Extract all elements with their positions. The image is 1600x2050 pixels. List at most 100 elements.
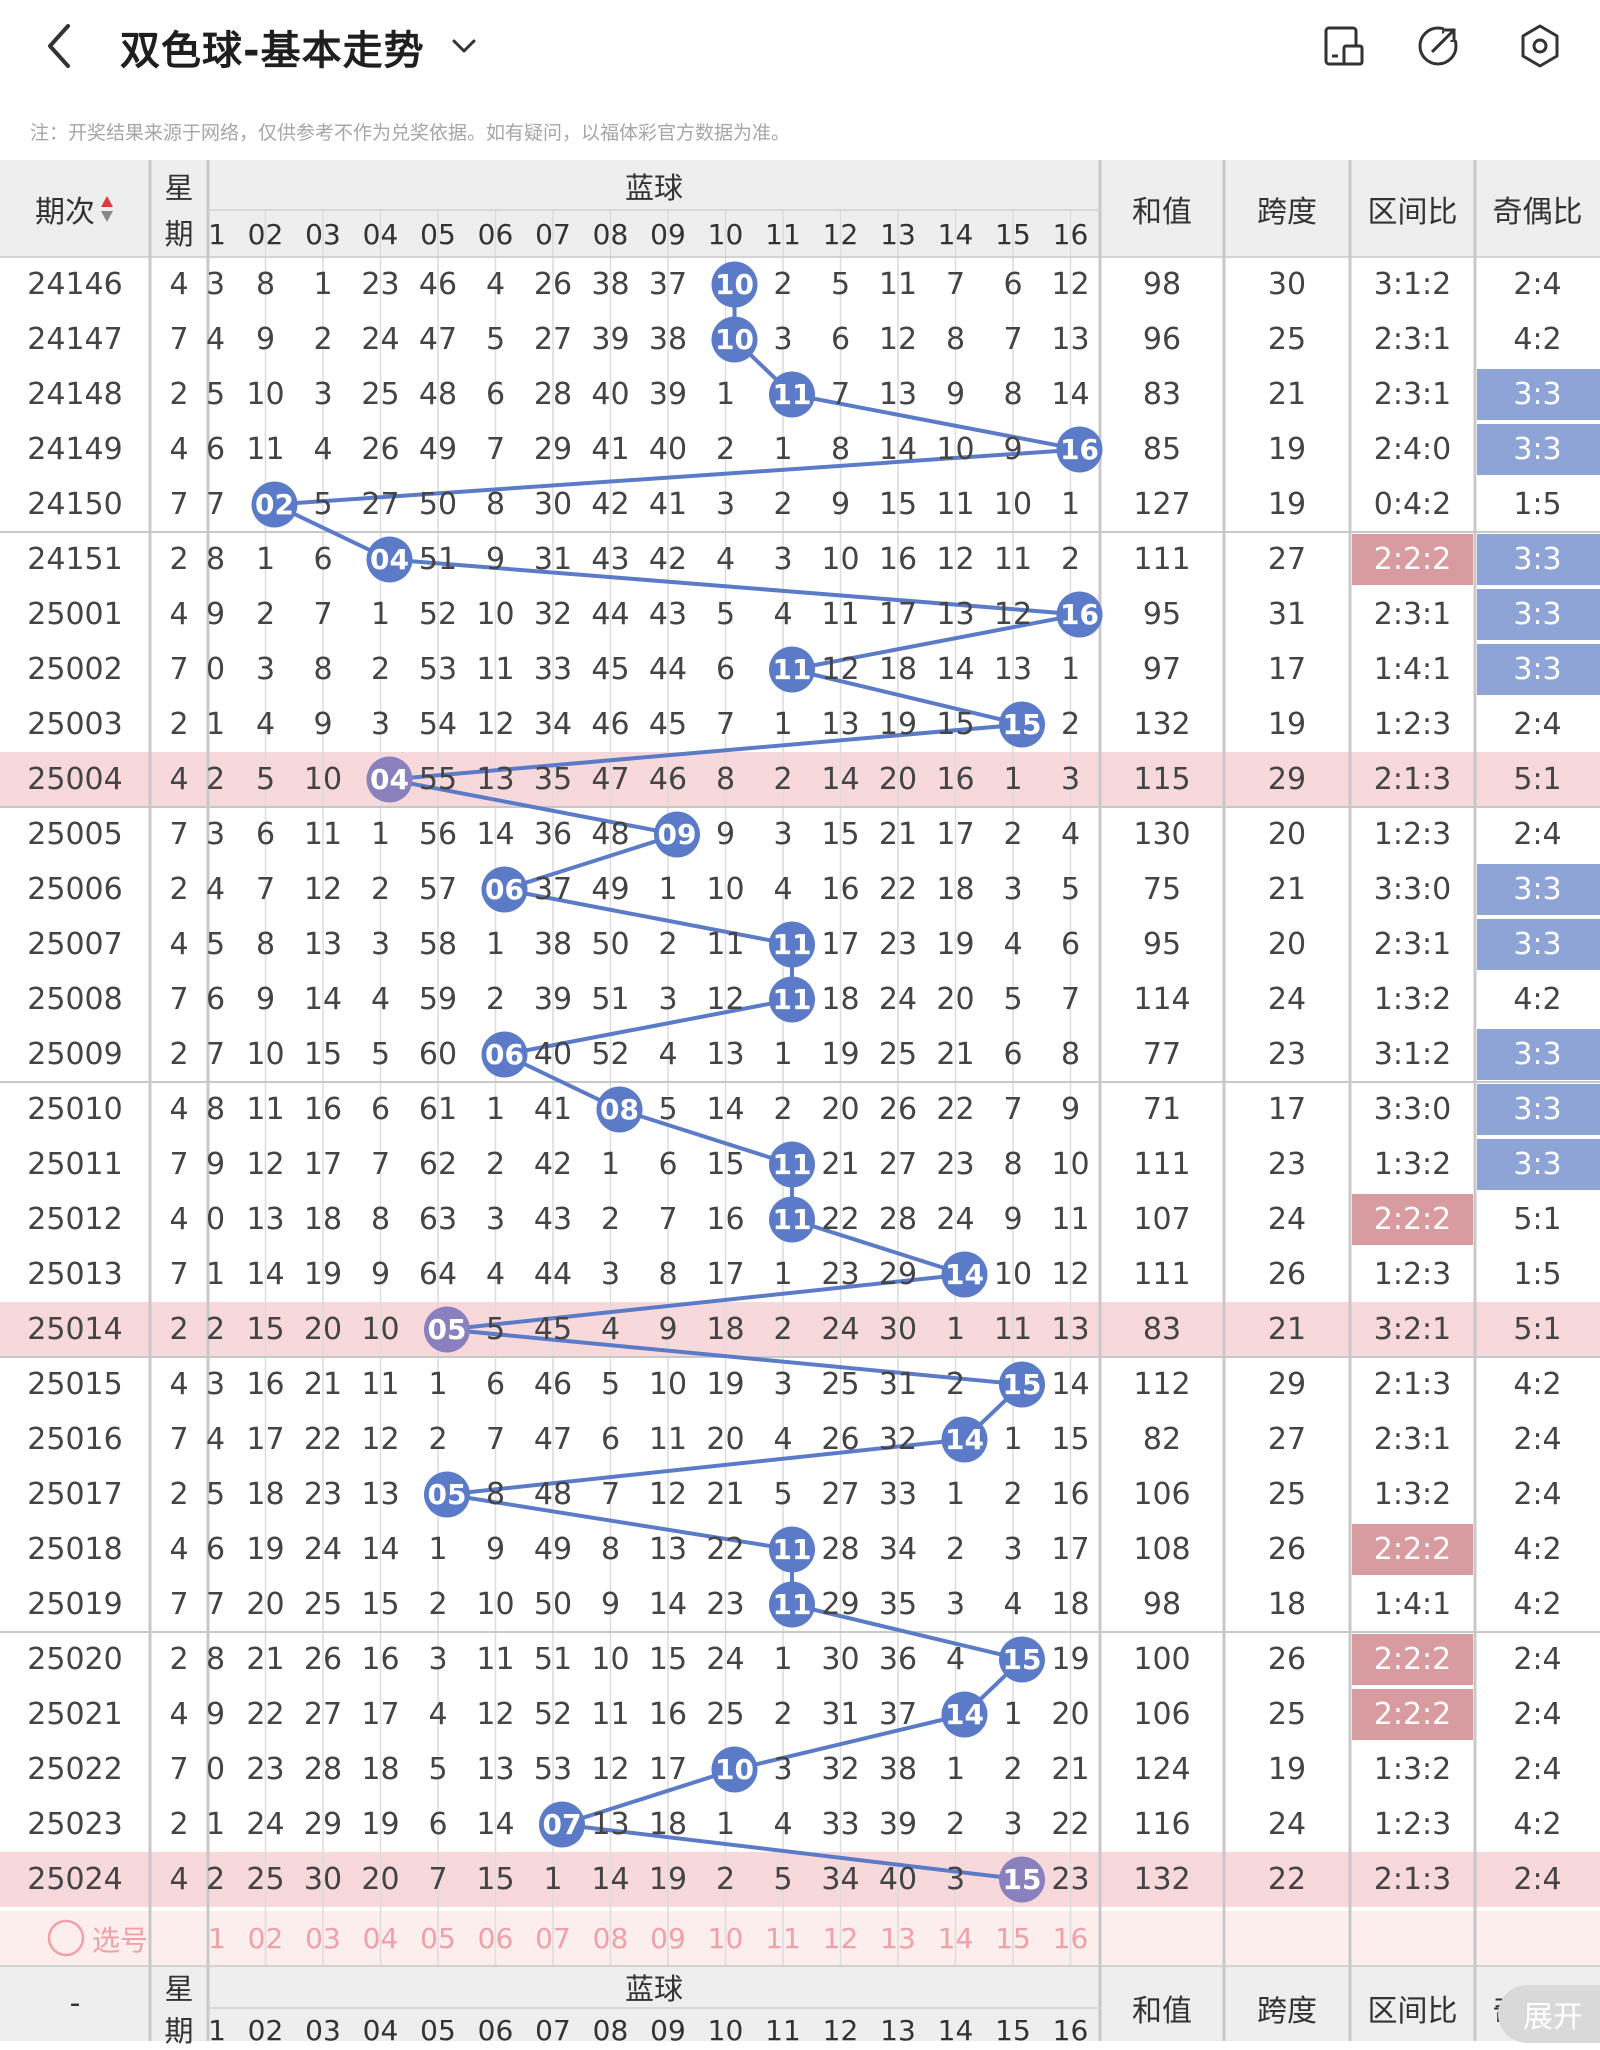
- select-number-button[interactable]: 15: [995, 1922, 1031, 1955]
- blue-miss-cell: 12: [1051, 1257, 1090, 1292]
- select-number-button[interactable]: 16: [1052, 1922, 1089, 1955]
- odd-even-cell: 3:3: [1513, 542, 1562, 577]
- blue-miss-cell: 22: [878, 872, 918, 907]
- select-number-button[interactable]: 13: [880, 1922, 916, 1955]
- blue-miss-cell: 1: [600, 1147, 621, 1182]
- blue-miss-cell: 9: [658, 1312, 678, 1347]
- select-number-button[interactable]: 04: [362, 1922, 399, 1955]
- chevron-down-icon[interactable]: [448, 30, 480, 62]
- week-cell: 4: [169, 1697, 189, 1732]
- blue-miss-cell: 29: [303, 1807, 343, 1842]
- select-number-button[interactable]: 12: [822, 1922, 859, 1955]
- col-header-span: 跨度: [1257, 194, 1317, 230]
- blue-miss-cell: 48: [533, 1477, 573, 1512]
- back-icon[interactable]: [38, 18, 82, 74]
- select-number-button[interactable]: 11: [765, 1922, 801, 1955]
- zone-highlight: [1352, 534, 1473, 585]
- blue-miss-cell: 14: [878, 432, 918, 467]
- blue-ball-number: 14: [945, 1698, 984, 1731]
- week-cell: 4: [169, 1202, 189, 1237]
- blue-miss-cell: 10: [993, 487, 1033, 522]
- blue-miss-cell: 52: [418, 597, 458, 632]
- settings-icon[interactable]: [1516, 22, 1564, 70]
- blue-miss-cell: 26: [303, 1642, 343, 1677]
- blue-miss-cell: 5: [370, 1037, 391, 1072]
- blue-miss-cell: 13: [706, 1037, 745, 1072]
- blue-miss-cell: 12: [476, 1697, 515, 1732]
- select-number-button[interactable]: 14: [937, 1922, 974, 1955]
- blue-ball-number: 08: [600, 1093, 639, 1126]
- odd-even-cell: 1:5: [1513, 487, 1562, 522]
- col-header-period[interactable]: 期次: [0, 160, 150, 257]
- blue-miss-cell: 6: [658, 1147, 678, 1182]
- span-cell: 19: [1267, 1752, 1307, 1787]
- blue-miss-cell: 9: [313, 707, 333, 742]
- select-number-button[interactable]: 07: [535, 1922, 571, 1955]
- select-number-button[interactable]: 10: [707, 1922, 744, 1955]
- blue-miss-cell: 4: [773, 597, 793, 632]
- expand-button[interactable]: 展开: [1498, 1985, 1600, 2043]
- sum-cell: 111: [1133, 1257, 1191, 1292]
- blue-miss-cell: 9: [206, 1697, 226, 1732]
- blue-miss-cell: 12: [246, 1147, 285, 1182]
- blue-ball-number: 14: [945, 1258, 984, 1291]
- blue-miss-cell: 39: [648, 377, 688, 412]
- blue-miss-cell: 1: [543, 1862, 563, 1897]
- blue-miss-cell: 46: [418, 267, 458, 302]
- blue-miss-cell: 6: [485, 377, 506, 412]
- blue-miss-cell: 38: [878, 1752, 918, 1787]
- blue-miss-cell: 12: [303, 872, 343, 907]
- blue-miss-cell: 3: [485, 1202, 506, 1237]
- blue-miss-cell: 14: [821, 762, 860, 797]
- blue-miss-cell: 19: [821, 1037, 860, 1072]
- page-title: 双色球-基本走势: [120, 28, 425, 74]
- blue-miss-cell: 33: [821, 1807, 860, 1842]
- blue-miss-cell: 11: [591, 1697, 630, 1732]
- blue-miss-cell: 22: [1051, 1807, 1090, 1842]
- blue-miss-cell: 4: [773, 1807, 793, 1842]
- period-cell: 25014: [27, 1312, 123, 1347]
- select-number-button[interactable]: 05: [420, 1922, 456, 1955]
- blue-miss-cell: 8: [485, 1477, 506, 1512]
- blue-ball-number: 11: [772, 653, 812, 686]
- blue-miss-cell: 17: [246, 1422, 285, 1457]
- sum-cell: 106: [1133, 1477, 1191, 1512]
- select-label[interactable]: 选号: [92, 1923, 149, 1957]
- odd-even-cell: 3:3: [1513, 872, 1562, 907]
- blue-miss-cell: 23: [246, 1752, 285, 1787]
- span-cell: 21: [1267, 872, 1307, 907]
- blue-miss-cell: 27: [533, 322, 573, 357]
- select-radio-icon[interactable]: [47, 1919, 85, 1957]
- week-cell: 2: [169, 1312, 189, 1347]
- sum-cell: 75: [1142, 872, 1182, 907]
- bottom-week-top: 星: [164, 1972, 194, 2006]
- blue-miss-cell: 14: [476, 1807, 515, 1842]
- select-number-button[interactable]: 09: [650, 1922, 686, 1955]
- blue-miss-cell: 8: [206, 1092, 226, 1127]
- select-number-button[interactable]: 08: [592, 1922, 629, 1955]
- blue-miss-cell: 3: [773, 542, 793, 577]
- blue-miss-cell: 2: [255, 597, 276, 632]
- span-cell: 27: [1267, 1422, 1307, 1457]
- sort-icon[interactable]: [99, 194, 115, 224]
- select-number-button[interactable]: 03: [305, 1922, 341, 1955]
- select-number-button[interactable]: 02: [247, 1922, 284, 1955]
- blue-miss-cell: 6: [313, 542, 333, 577]
- select-number-button[interactable]: 06: [477, 1922, 514, 1955]
- display-toggle-icon[interactable]: [1320, 22, 1368, 70]
- blue-miss-cell: 1: [206, 1807, 226, 1842]
- bottom-blue-number-header: 12: [822, 2013, 859, 2047]
- share-icon[interactable]: [1414, 22, 1462, 70]
- zone-cell: 2:3:1: [1373, 322, 1452, 357]
- blue-miss-cell: 18: [303, 1202, 343, 1237]
- col-header-zone: 区间比: [1367, 194, 1458, 230]
- zone-cell: 1:3:2: [1373, 1477, 1452, 1512]
- zone-cell: 1:3:2: [1373, 1752, 1452, 1787]
- zone-cell: 2:1:3: [1373, 762, 1452, 797]
- odd-even-cell: 3:3: [1513, 1092, 1562, 1127]
- zone-highlight: [1352, 1634, 1473, 1685]
- select-number-button[interactable]: 1: [208, 1922, 226, 1955]
- odd-even-cell: 2:4: [1513, 1697, 1562, 1732]
- blue-miss-cell: 7: [255, 872, 276, 907]
- blue-miss-cell: 29: [533, 432, 573, 467]
